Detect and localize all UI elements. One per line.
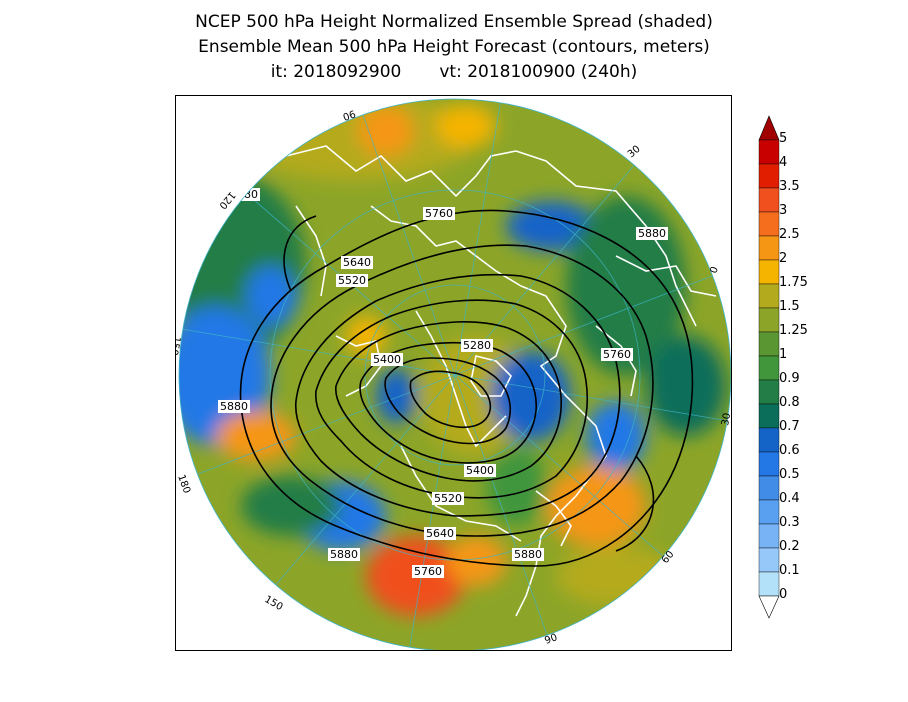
colorbar-swatch	[758, 307, 780, 333]
colorbar-swatch	[758, 283, 780, 309]
title-line-3: it: 2018092900 vt: 2018100900 (240h)	[0, 60, 908, 84]
contour-label: 5640	[341, 256, 373, 269]
colorbar-tick-label: 1.75	[779, 275, 808, 290]
lon-label: 90	[341, 107, 357, 122]
svg-text:5760: 5760	[603, 348, 631, 361]
contour-label: 5880	[218, 400, 250, 413]
lon-label: 0	[708, 265, 721, 275]
svg-text:5880: 5880	[638, 227, 666, 240]
colorbar-swatch	[758, 187, 780, 213]
colorbar-swatch	[758, 475, 780, 501]
contour-label: 5880	[636, 227, 668, 240]
svg-text:5880: 5880	[514, 548, 542, 561]
svg-text:5280: 5280	[463, 339, 491, 352]
lon-label: 150	[263, 594, 285, 613]
lon-label: 150	[176, 335, 182, 356]
contour-label: 5400	[371, 353, 403, 366]
colorbar-swatch	[758, 379, 780, 405]
colorbar-tick-label: 4	[779, 155, 788, 170]
colorbar-top-arrow	[758, 115, 780, 141]
colorbar-tick-label: 2	[779, 251, 788, 266]
lon-label: 90	[543, 632, 559, 647]
colorbar-swatch	[758, 451, 780, 477]
svg-text:5880: 5880	[220, 400, 248, 413]
colorbar	[758, 115, 780, 619]
colorbar-tick-label: 0.3	[779, 515, 800, 530]
svg-text:5400: 5400	[466, 464, 494, 477]
colorbar-swatch	[758, 499, 780, 525]
colorbar-tick-label: 1.5	[779, 299, 800, 314]
colorbar-tick-label: 0.5	[779, 467, 800, 482]
lon-label: 30	[720, 412, 731, 426]
lon-label: 60	[495, 96, 508, 97]
colorbar-tick-label: 2.5	[779, 227, 800, 242]
init-time: it: 2018092900	[270, 62, 402, 82]
colorbar-tick-label: 3	[779, 203, 788, 218]
colorbar-swatch	[758, 403, 780, 429]
contour-label: 5520	[432, 492, 464, 505]
contour-label: 5760	[601, 348, 633, 361]
contour-label: 5400	[464, 464, 496, 477]
colorbar-swatch	[758, 139, 780, 165]
colorbar-tick-label: 0	[779, 587, 788, 602]
svg-text:5760: 5760	[414, 565, 442, 578]
colorbar-tick-label: 0.1	[779, 563, 800, 578]
colorbar-tick-label: 0.4	[779, 491, 800, 506]
colorbar-swatch	[758, 331, 780, 357]
contour-label: 5520	[336, 274, 368, 287]
title-line-2: Ensemble Mean 500 hPa Height Forecast (c…	[198, 37, 710, 57]
svg-text:5640: 5640	[343, 256, 371, 269]
lat-lon-grid	[180, 99, 730, 650]
colorbar-swatch	[758, 235, 780, 261]
colorbar-bottom-arrow	[758, 595, 780, 619]
colorbar-swatch	[758, 547, 780, 573]
colorbar-tick-label: 0.9	[779, 371, 800, 386]
svg-text:5520: 5520	[434, 492, 462, 505]
polar-map: 5880 5760 5640 5520 5400 5280 5760 5880 …	[176, 96, 731, 650]
colorbar-tick-label: 1	[779, 347, 788, 362]
contour-label: 5760	[412, 565, 444, 578]
contour-label: 5880	[512, 548, 544, 561]
svg-text:5520: 5520	[338, 274, 366, 287]
svg-text:5880: 5880	[330, 548, 358, 561]
svg-text:5640: 5640	[426, 527, 454, 540]
colorbar-swatch	[758, 259, 780, 285]
contour-label: 5640	[424, 527, 456, 540]
svg-text:5400: 5400	[373, 353, 401, 366]
colorbar-tick-label: 0.2	[779, 539, 800, 554]
colorbar-swatch	[758, 355, 780, 381]
colorbar-tick-label: 5	[779, 131, 788, 146]
colorbar-swatch	[758, 427, 780, 453]
title-line-1: NCEP 500 hPa Height Normalized Ensemble …	[195, 12, 713, 32]
valid-time: vt: 2018100900 (240h)	[439, 62, 638, 82]
colorbar-tick-label: 1.25	[779, 323, 808, 338]
lon-label: 30	[626, 144, 643, 161]
colorbar-swatch	[758, 163, 780, 189]
colorbar-swatch	[758, 211, 780, 237]
colorbar-swatch	[758, 523, 780, 549]
map-frame: 5880 5760 5640 5520 5400 5280 5760 5880 …	[175, 95, 732, 651]
contour-label: 5280	[461, 339, 493, 352]
lon-label: 120	[216, 189, 237, 211]
colorbar-tick-label: 0.8	[779, 395, 800, 410]
colorbar-swatch	[758, 571, 780, 597]
height-contours	[239, 209, 694, 567]
colorbar-tick-label: 0.7	[779, 419, 800, 434]
contour-label: 5760	[423, 207, 455, 220]
contour-label: 5880	[328, 548, 360, 561]
svg-text:5760: 5760	[425, 207, 453, 220]
colorbar-tick-label: 3.5	[779, 179, 800, 194]
contour-labels: 5880 5760 5640 5520 5400 5280 5760 5880 …	[218, 188, 668, 578]
colorbar-tick-label: 0.6	[779, 443, 800, 458]
lon-label: 180	[176, 473, 192, 495]
